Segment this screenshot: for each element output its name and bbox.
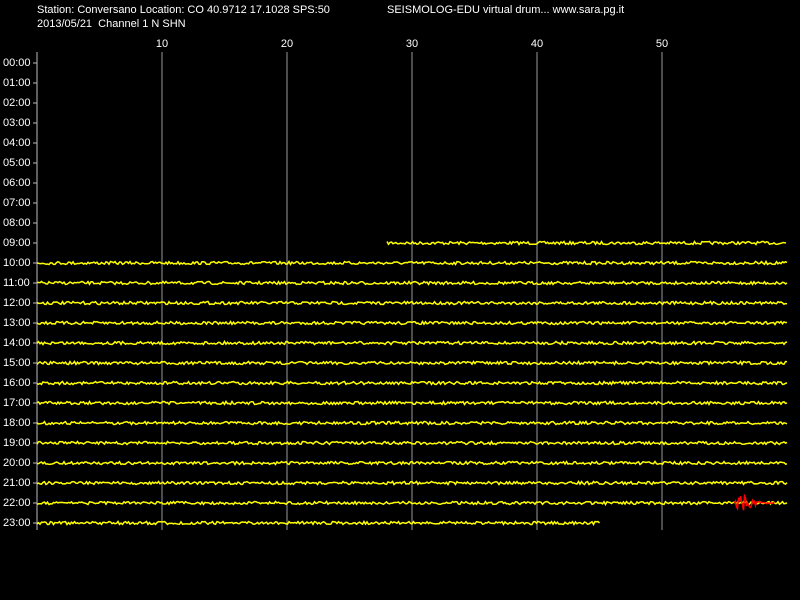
x-tick-label: 10 [156,38,168,50]
hour-label: 12:00 [3,297,31,309]
trace [386,240,787,246]
chart-title-right: SEISMOLOG-EDU virtual drum... www.sara.p… [387,4,624,16]
hour-label: 11:00 [3,277,30,289]
trace [36,300,788,306]
trace [36,480,788,486]
hour-label: 17:00 [3,397,31,409]
x-tick-label: 30 [406,38,418,50]
hour-label: 23:00 [3,517,31,529]
hour-label: 14:00 [3,337,31,349]
hour-label: 02:00 [3,97,31,109]
hour-label: 03:00 [3,117,31,129]
hour-label: 16:00 [3,377,31,389]
chart-title: Station: Conversano Location: CO 40.9712… [37,4,330,16]
trace [36,280,788,286]
hour-label: 09:00 [3,237,31,249]
trace [36,339,788,346]
trace [36,420,788,426]
x-tick-label: 50 [656,38,668,50]
x-tick-label: 40 [531,38,543,50]
hour-label: 15:00 [3,357,31,369]
hour-label: 18:00 [3,417,31,429]
trace [36,320,788,326]
hour-label: 04:00 [3,137,31,149]
hour-label: 22:00 [3,497,31,509]
x-tick-label: 20 [281,38,293,50]
hour-label: 20:00 [3,457,31,469]
chart-subtitle: 2013/05/21 Channel 1 N SHN [37,18,186,30]
hour-label: 08:00 [3,217,31,229]
hour-label: 13:00 [3,317,31,329]
hour-label: 10:00 [3,257,31,269]
hour-label: 19:00 [3,437,31,449]
trace [36,519,601,526]
trace [36,380,788,386]
trace [36,500,788,507]
hour-label: 07:00 [3,197,31,209]
trace [36,259,788,267]
trace [37,460,788,466]
hour-label: 06:00 [3,177,31,189]
trace [36,360,788,367]
trace [36,399,788,406]
hour-label: 00:00 [3,57,31,69]
event-trace [733,493,775,511]
hour-label: 01:00 [3,77,31,89]
trace [36,440,788,446]
hour-label: 05:00 [3,157,31,169]
hour-label: 21:00 [3,477,31,489]
